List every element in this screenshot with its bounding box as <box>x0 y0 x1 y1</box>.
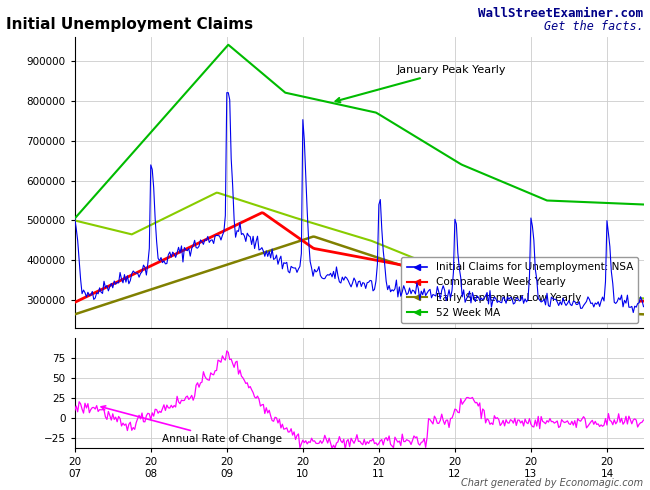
Legend: Initial Claims for Unemployment: NSA, Comparable Week Yearly, Early September Lo: Initial Claims for Unemployment: NSA, Co… <box>401 257 638 323</box>
Text: WallStreetExaminer.com: WallStreetExaminer.com <box>478 7 644 21</box>
Text: Get the facts.: Get the facts. <box>544 20 644 33</box>
Text: Annual Rate of Change: Annual Rate of Change <box>101 406 283 444</box>
Text: Initial Unemployment Claims: Initial Unemployment Claims <box>6 17 254 32</box>
Text: January Peak Yearly: January Peak Yearly <box>335 65 506 102</box>
Text: Chart generated by Economagic.com: Chart generated by Economagic.com <box>462 478 644 488</box>
